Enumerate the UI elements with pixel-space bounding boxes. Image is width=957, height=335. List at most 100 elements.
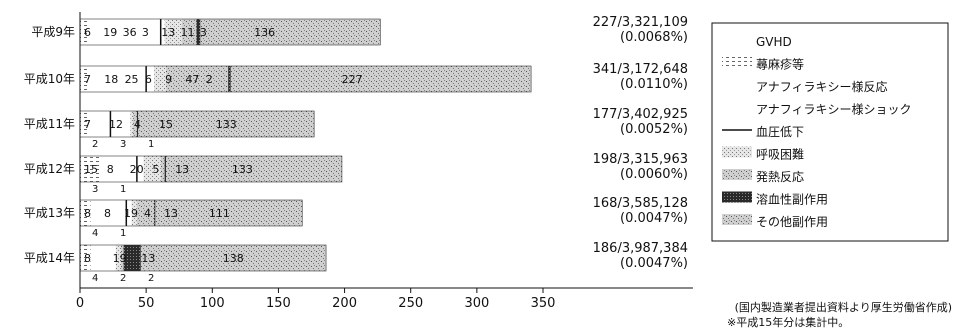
bar-segment xyxy=(136,156,144,182)
segment-value-label: 136 xyxy=(254,26,275,39)
segment-value-label: 19 xyxy=(103,26,117,39)
segment-value-label-below: 3 xyxy=(92,184,98,195)
segment-value-label: 13 xyxy=(161,26,175,39)
bar-segment xyxy=(228,66,231,92)
segment-value-label: 7 xyxy=(84,73,91,86)
bar-segment xyxy=(126,200,132,226)
bar-segment xyxy=(110,111,131,137)
segment-value-label: 133 xyxy=(232,163,253,176)
bar-segment xyxy=(90,200,102,226)
segment-value-label: 11 xyxy=(181,26,195,39)
bar-segment xyxy=(165,156,342,182)
bar-segment xyxy=(200,19,381,45)
bar-segment xyxy=(80,111,90,137)
legend-swatch xyxy=(722,101,752,113)
bar-segment xyxy=(115,245,122,271)
ratio-percent-label: (0.0068%) xyxy=(620,30,688,45)
ratio-count-label: 198/3,315,963 xyxy=(593,152,688,167)
x-tick-label: 50 xyxy=(138,296,155,311)
segment-value-label: 2 xyxy=(206,73,213,86)
bar-segment xyxy=(113,66,147,92)
segment-value-label-below: 2 xyxy=(120,273,126,284)
bar-segment xyxy=(80,245,91,271)
segment-value-label: 111 xyxy=(209,207,230,220)
bar-segment xyxy=(90,245,116,271)
bar-segment xyxy=(80,19,88,45)
ratio-count-label: 177/3,402,925 xyxy=(593,107,688,122)
segment-value-label: 3 xyxy=(200,26,207,39)
segment-value-label: 8 xyxy=(84,207,91,220)
segment-value-label: 4 xyxy=(134,118,141,131)
x-tick-label: 200 xyxy=(332,296,357,311)
segment-value-label: 20 xyxy=(130,163,144,176)
segment-value-label: 227 xyxy=(342,73,363,86)
segment-value-label: 5 xyxy=(152,163,159,176)
segment-value-label: 7 xyxy=(84,118,91,131)
bar-segment xyxy=(87,19,114,45)
x-tick-label: 150 xyxy=(266,296,291,311)
segment-value-label: 4 xyxy=(144,207,151,220)
category-label: 平成13年 xyxy=(24,206,75,220)
bar-segment xyxy=(89,66,114,92)
legend-swatch xyxy=(722,214,752,225)
segment-value-label-below: 4 xyxy=(92,273,98,284)
segment-value-label-below: 4 xyxy=(92,228,98,239)
legend-swatch xyxy=(722,56,752,68)
segment-value-label: 36 xyxy=(123,26,137,39)
bar-segment xyxy=(99,156,111,182)
legend-label: 蕁麻疹等 xyxy=(756,57,804,72)
legend-label: アナフィラキシー様ショック xyxy=(756,103,912,117)
bar-segment xyxy=(136,200,155,226)
bar-segment xyxy=(131,200,137,226)
segment-value-label: 13 xyxy=(141,252,155,265)
segment-value-label: 12 xyxy=(109,118,123,131)
bar-segment xyxy=(136,111,139,137)
x-tick-label: 250 xyxy=(398,296,423,311)
legend-label: 溶血性副作用 xyxy=(756,192,828,207)
ratio-percent-label: (0.0060%) xyxy=(620,167,688,182)
segment-value-label-below: 2 xyxy=(92,139,98,150)
legend-box xyxy=(711,22,949,242)
legend-swatch xyxy=(722,146,752,158)
category-label: 平成12年 xyxy=(24,162,75,176)
segment-value-label: 13 xyxy=(175,163,189,176)
legend-swatch xyxy=(722,79,752,90)
segment-value-label: 8 xyxy=(84,252,91,265)
segment-value-label: 15 xyxy=(84,163,98,176)
bar-segment xyxy=(164,156,166,182)
segment-value-label-below: 1 xyxy=(120,228,126,239)
bar-segment xyxy=(181,19,197,45)
segment-value-label: 3 xyxy=(142,26,149,39)
bar-segment xyxy=(154,200,156,226)
legend-label: 血圧低下 xyxy=(756,125,804,139)
bar-segment xyxy=(110,156,137,182)
ratio-percent-label: (0.0052%) xyxy=(620,122,688,137)
segment-value-label: 6 xyxy=(145,73,152,86)
bar-segment xyxy=(165,66,229,92)
segment-value-label: 19 xyxy=(124,207,138,220)
bar-segment xyxy=(121,245,124,271)
bar-segment xyxy=(132,111,137,137)
legend-label: その他副作用 xyxy=(756,215,828,229)
ratio-count-label: 227/3,321,109 xyxy=(593,15,688,30)
segment-value-label: 8 xyxy=(104,207,111,220)
segment-value-label-below: 1 xyxy=(148,139,154,150)
legend-swatch xyxy=(722,34,752,45)
category-label: 平成11年 xyxy=(24,117,75,131)
legend-label: アナフィラキシー様反応 xyxy=(756,80,888,94)
category-label: 平成14年 xyxy=(24,251,75,265)
segment-value-label: 19 xyxy=(113,252,127,265)
segment-value-label: 15 xyxy=(159,118,173,131)
segment-value-label: 18 xyxy=(104,73,118,86)
bar-segment xyxy=(113,19,161,45)
category-label: 平成10年 xyxy=(24,72,75,86)
bar-segment xyxy=(105,111,111,137)
bar-segment xyxy=(80,200,91,226)
x-tick-label: 100 xyxy=(200,296,225,311)
segment-value-label: 6 xyxy=(84,26,91,39)
bar-segment xyxy=(146,66,155,92)
ratio-percent-label: (0.0047%) xyxy=(620,256,688,271)
segment-value-label: 47 xyxy=(185,73,199,86)
bar-segment xyxy=(143,245,327,271)
bar-segment xyxy=(89,111,106,137)
